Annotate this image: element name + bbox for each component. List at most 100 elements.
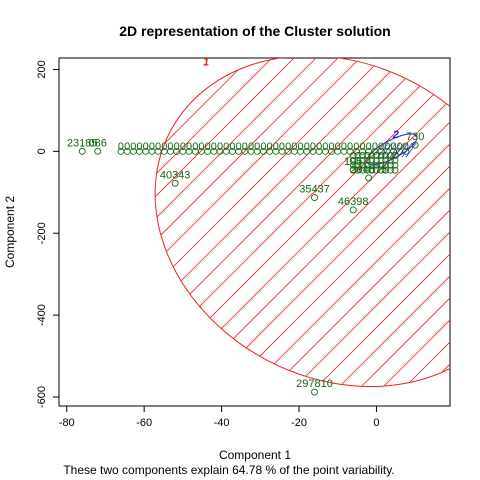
dense-point-label: 0 (353, 141, 359, 153)
point (349, 156, 357, 164)
dense-point-label: 0 (229, 141, 235, 153)
point (386, 152, 394, 159)
dense-point-label: 0 (341, 141, 347, 153)
point-label: 730 (406, 131, 424, 143)
point-label: 40343 (160, 169, 191, 181)
point (373, 166, 380, 174)
dense-point-label: 0 (180, 141, 186, 153)
dense-point-label: 0 (186, 141, 192, 153)
dense-point-label: 0 (366, 141, 372, 153)
point-label: 23185 (67, 137, 98, 149)
dense-point-label: 0 (205, 141, 211, 153)
x-tick-label: -40 (214, 417, 230, 429)
point (349, 206, 357, 214)
x-tick-label: -80 (59, 417, 75, 429)
point (411, 141, 419, 149)
dense-point-label: 0 (304, 141, 310, 153)
point (386, 166, 394, 174)
point-label: 297810 (296, 378, 333, 390)
dense-point-label: 0 (403, 141, 409, 153)
dense-point-label: 0 (328, 141, 334, 153)
dense-point-label: 0 (223, 141, 229, 153)
plot-frame (58, 57, 451, 407)
point (402, 147, 410, 155)
point-label: 46398 (338, 196, 369, 208)
dense-point-label: 0 (130, 141, 136, 153)
dense-point-label: 0 (279, 141, 285, 153)
dense-point-label: 0 (174, 141, 180, 153)
point (359, 166, 366, 174)
y-tick-label: 0 (36, 148, 48, 154)
dense-point-label: 0 (149, 141, 155, 153)
cluster-1-label: 1 (203, 56, 209, 68)
point (171, 179, 179, 187)
point (78, 147, 86, 155)
point (354, 161, 362, 169)
point (382, 166, 390, 174)
point (363, 156, 371, 164)
point (349, 152, 357, 159)
point (363, 152, 371, 159)
cluster-2-label: 2 (392, 129, 399, 141)
point (349, 166, 357, 174)
point (368, 166, 376, 174)
x-tick-label: 0 (373, 417, 379, 429)
dense-point-label: 0 (310, 141, 316, 153)
point (368, 152, 376, 159)
chart-title: 2D representation of the Cluster solutio… (119, 23, 390, 39)
point (386, 156, 394, 164)
point (363, 161, 371, 169)
point (359, 152, 366, 159)
point (382, 152, 390, 159)
point (94, 147, 102, 155)
y-axis-label: Component 2 (3, 196, 17, 268)
point (368, 161, 376, 169)
dense-point-label: 0 (267, 141, 273, 153)
x-axis-label: Component 1 (219, 448, 291, 462)
point (365, 174, 373, 182)
point (363, 166, 371, 174)
dense-point-label: 0 (118, 141, 124, 153)
dense-point-label: 0 (236, 141, 242, 153)
dense-point-label: 0 (378, 141, 384, 153)
point (368, 156, 376, 164)
dense-point-label: 0 (273, 141, 279, 153)
point-label: 204675 (350, 164, 387, 176)
point (373, 156, 380, 164)
point (391, 156, 399, 164)
point (354, 152, 362, 159)
point (373, 152, 380, 159)
point (382, 161, 390, 169)
dense-point-label: 0 (285, 141, 291, 153)
dense-point-label: 0 (161, 141, 167, 153)
point-label: 086 (89, 137, 107, 149)
point (311, 194, 318, 202)
dense-point-label: 0 (155, 141, 161, 153)
y-axis: 200 0 -200 -400 -600 (36, 60, 59, 408)
point (382, 156, 390, 164)
x-tick-label: -60 (136, 417, 152, 429)
dense-point-label: 0 (335, 141, 341, 153)
point (377, 156, 385, 164)
dense-point-label: 0 (192, 141, 198, 153)
y-tick-label: -400 (36, 304, 48, 326)
dense-point-label: 0 (242, 141, 248, 153)
dense-point-label: 0 (198, 141, 204, 153)
x-axis: -80 -60 -40 -20 0 (59, 405, 380, 429)
point (377, 161, 385, 169)
y-tick-label: -200 (36, 222, 48, 244)
chart-subtitle: These two components explain 64.78 % of … (63, 463, 394, 477)
point (373, 161, 380, 169)
dense-point-label: 0 (211, 141, 217, 153)
dense-point-label: 0 (124, 141, 130, 153)
point (359, 161, 366, 169)
point (377, 166, 385, 174)
dense-point-label: 0 (347, 141, 353, 153)
dense-point-label: 0 (143, 141, 149, 153)
point (354, 156, 362, 164)
y-tick-label: -600 (36, 386, 48, 408)
point-label: 195 (344, 156, 362, 168)
point (359, 156, 366, 164)
dense-point-label: 0 (390, 141, 396, 153)
